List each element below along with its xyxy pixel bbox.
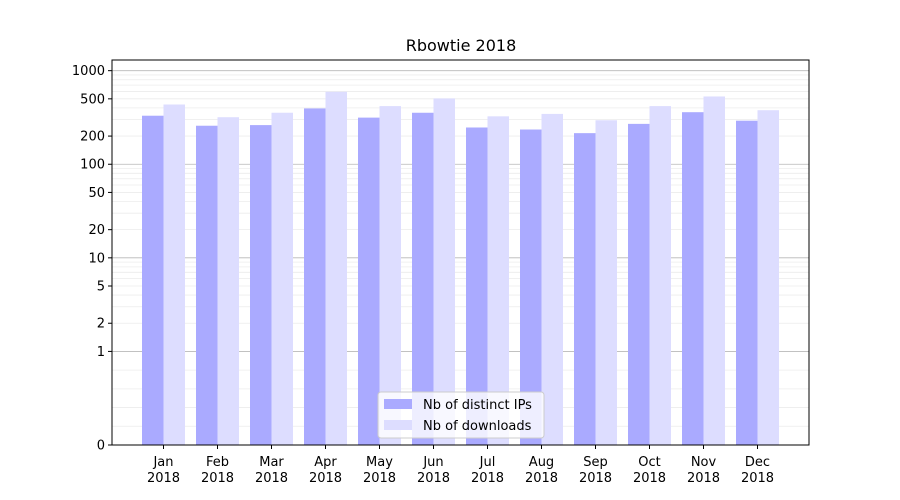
x-axis: Jan 2018 Feb 2018 Mar 2018 Apr 2018 May 2018 Jun 20…	[147, 445, 774, 486]
bar	[757, 110, 779, 446]
x-tick-label: Sep 2018	[579, 455, 612, 486]
bar	[412, 112, 434, 445]
bar	[250, 125, 272, 446]
bar	[466, 127, 488, 445]
x-tick-label: Mar 2018	[255, 455, 288, 486]
bar	[217, 117, 239, 445]
bar	[703, 96, 725, 446]
bar	[574, 133, 596, 446]
x-tick-label: Jul 2018	[471, 455, 504, 486]
legend-box	[377, 391, 545, 439]
x-tick-label: Jan 2018	[147, 455, 180, 486]
y-tick-label: 0	[97, 439, 105, 454]
bar	[628, 123, 650, 445]
y-tick-label: 200	[80, 130, 105, 145]
y-tick-label: 2	[97, 317, 105, 332]
y-tick-label: 10	[88, 251, 105, 266]
bar	[304, 108, 326, 446]
y-tick-label: 20	[88, 223, 105, 238]
bar	[142, 115, 164, 445]
x-tick-label: Oct 2018	[633, 455, 666, 486]
x-tick-label: Apr 2018	[309, 455, 342, 486]
y-tick-label: 5	[97, 280, 105, 295]
y-tick-label: 100	[80, 158, 105, 173]
legend-label: Nb of downloads	[423, 419, 532, 434]
x-tick-label: Aug 2018	[525, 455, 558, 486]
bar	[325, 91, 347, 445]
legend-label: Nb of distinct IPs	[423, 398, 532, 413]
y-tick-label: 1000	[72, 64, 105, 79]
y-tick-label: 50	[88, 186, 105, 201]
x-tick-label: Jun 2018	[417, 455, 450, 486]
y-axis: 0 1 2 5 10 20 50 100 200 500 1000	[72, 64, 112, 454]
x-tick-label: Nov 2018	[687, 455, 720, 486]
x-tick-label: Dec 2018	[741, 455, 774, 486]
legend-swatch	[384, 399, 412, 409]
bar	[649, 106, 671, 445]
plot-frame	[111, 59, 810, 446]
legend: Nb of distinct IPs Nb of downloads	[377, 391, 545, 439]
y-tick-label: 1	[97, 345, 105, 360]
x-tick-label: Feb 2018	[201, 455, 234, 486]
y-tick-label: 500	[80, 92, 105, 107]
bar	[358, 117, 380, 445]
legend-swatch	[384, 420, 412, 430]
bar	[271, 112, 293, 445]
bar	[487, 116, 509, 445]
bar	[595, 120, 617, 445]
bars	[142, 91, 779, 446]
chart-title: Rbowtie 2018	[406, 36, 517, 55]
x-tick-label: May 2018	[363, 455, 396, 486]
bar	[163, 104, 185, 445]
bar	[196, 125, 218, 445]
bar	[736, 120, 758, 445]
bar	[379, 106, 401, 445]
bar	[433, 98, 455, 445]
bar	[682, 112, 704, 445]
bar	[541, 113, 563, 446]
bar	[520, 129, 542, 445]
